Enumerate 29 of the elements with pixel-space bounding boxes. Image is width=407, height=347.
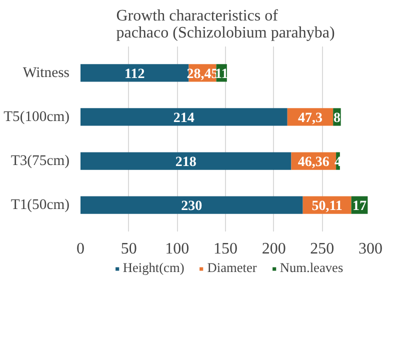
x-tick-label: 300 [358,240,382,258]
data-label: 8 [333,110,340,126]
data-label: 11 [214,66,228,82]
x-tick-label: 250 [310,240,334,258]
chart-title: Growth characteristics of pachaco (Schizolobium parahyba) [116,8,335,42]
x-tick-label: 150 [214,240,238,258]
data-label: 47,3 [298,110,322,126]
bar [80,64,189,82]
bar [80,196,303,214]
y-tick-label: T5(100cm) [4,108,70,125]
legend-label: Diameter [207,260,257,276]
bar [80,152,292,170]
legend-label: Num.leaves [280,260,344,276]
data-label: 230 [181,199,202,214]
y-tick-label: T3(75cm) [10,153,70,170]
x-tick-label: 0 [76,240,84,258]
legend-label: Height(cm) [122,260,184,276]
data-label: 112 [124,66,145,82]
x-tick-label: 100 [165,240,190,258]
data-label: 214 [173,110,194,126]
data-label: 17 [352,199,366,214]
y-tick-label: Witness [22,64,70,81]
x-tick-label: 50 [120,240,137,258]
data-label: 46,36 [298,155,330,170]
bar [80,108,288,126]
data-label: 50,11 [312,199,342,214]
x-tick-label: 200 [262,240,286,258]
data-label: 218 [175,155,196,170]
y-tick-label: T1(50cm) [10,197,70,214]
